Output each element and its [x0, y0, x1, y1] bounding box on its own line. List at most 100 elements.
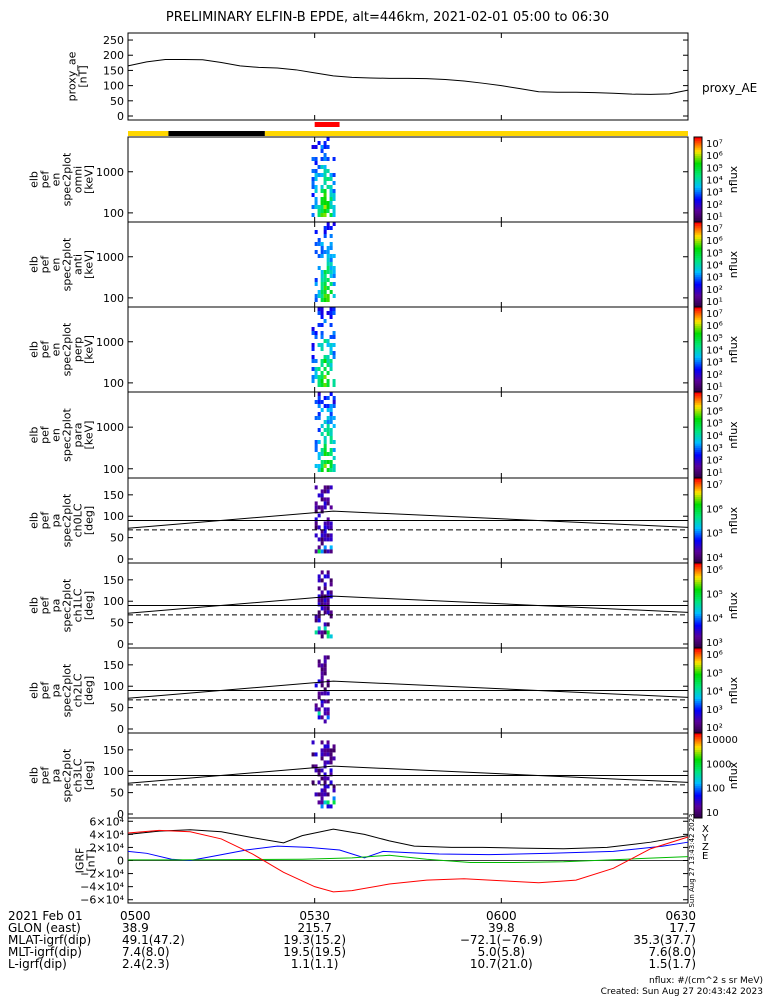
colorbar-segment [694, 724, 702, 728]
xaxis-row-value: 2.4(2.3) [122, 957, 170, 971]
spectrogram-pixel [326, 250, 330, 254]
spectrogram-pixel [329, 549, 333, 554]
spectrogram-pixel [320, 497, 324, 502]
colorbar-segment [694, 599, 702, 602]
spectrogram-pixel [320, 311, 324, 315]
spectrogram-pixel [320, 298, 324, 302]
colorbar-tick: 10⁵ [706, 668, 723, 679]
spectrogram-pixel [326, 634, 330, 639]
spectrogram-pixel [317, 468, 321, 472]
colorbar-segment [694, 773, 702, 776]
colorbar-tick: 1000 [706, 759, 731, 770]
spectrogram-pixel [329, 634, 333, 639]
colorbar-segment [694, 173, 702, 176]
colorbar-segment [694, 217, 702, 221]
spectrogram-pixel [317, 610, 321, 615]
ytick-label: 100 [103, 292, 124, 305]
spectrogram-pixel [314, 505, 318, 510]
spectrogram-panel-frame [127, 136, 689, 223]
colorbar-segment [694, 309, 702, 312]
spectrogram-pixel [311, 347, 315, 351]
colorbar-segment [694, 413, 702, 417]
page-title: PRELIMINARY ELFIN-B EPDE, alt=446km, 202… [165, 10, 610, 25]
spectrogram-pixel [317, 768, 321, 773]
colorbar-segment [694, 616, 702, 619]
spectrogram-pixel [320, 505, 324, 510]
ytick-label: −4×10⁴ [80, 881, 124, 894]
spectrogram-pixel [317, 323, 321, 327]
spectrogram-pixels [314, 655, 330, 724]
ylabel-line: [deg] [83, 761, 96, 790]
spectrogram-pixel [326, 222, 330, 226]
colorbar-segment [694, 362, 702, 365]
colorbar-segment [694, 501, 702, 504]
spectrogram-pixel [314, 278, 318, 282]
spectrogram-pixel [320, 242, 324, 246]
colorbar-segment [694, 603, 702, 606]
colorbar-segment [694, 473, 702, 477]
colorbar-segment [694, 198, 702, 202]
colorbar-segment [694, 605, 702, 609]
spectrogram-pixel [326, 145, 330, 149]
spectrogram-pixel [326, 610, 330, 615]
colorbar-segment [694, 771, 702, 774]
spectrogram-pixel [323, 141, 327, 145]
spectrogram-pixel [323, 582, 327, 587]
ylabel-line: pa [50, 514, 63, 528]
spectrogram-pixel [326, 254, 330, 258]
colorbar-segment [694, 151, 702, 155]
spectrogram-pixel [329, 756, 333, 761]
ytick-label: 0 [117, 723, 124, 736]
spectrogram-pixel [329, 201, 333, 205]
colorbar-tick: 10¹ [706, 468, 723, 479]
spectrogram-pixel [317, 428, 321, 432]
colorbar-segment [694, 202, 702, 206]
colorbar-segment [694, 296, 702, 299]
spectrogram-pixel [329, 254, 333, 258]
spectrogram-pixel [323, 197, 327, 201]
spectrogram-pixel [320, 804, 324, 809]
colorbar-segment [694, 154, 702, 157]
xaxis-row-value: 38.9 [122, 921, 149, 935]
colorbar-segment [694, 469, 702, 473]
spectrogram-pixel [326, 525, 330, 530]
ytick-label: −2×10⁴ [80, 868, 124, 881]
orbit-bar-segment [168, 131, 265, 136]
spectrogram-pixel [323, 748, 327, 753]
spectrogram-pixel [326, 622, 330, 627]
spectrogram-pixel [326, 707, 330, 712]
colorbar-tick: 10000 [706, 735, 738, 746]
spectrogram-pixel [332, 440, 336, 444]
ytick-label: 150 [103, 659, 124, 672]
spectrogram-pixel [323, 606, 327, 611]
spectrogram-pixel [320, 432, 324, 436]
spectrogram-pixel [320, 679, 324, 684]
colorbar-segment [694, 372, 702, 376]
colorbar-segment [694, 535, 702, 538]
colorbar-segment [694, 332, 702, 336]
spectrogram-pixel [314, 501, 318, 506]
spectrogram-pixel [329, 416, 333, 420]
spectrogram-pixel [314, 375, 318, 379]
colorbar-segment [694, 480, 702, 483]
xaxis-row-value: 19.3(15.2) [283, 933, 346, 947]
colorbar-segment [694, 209, 702, 212]
colorbar-segment [694, 398, 702, 402]
spectrogram-pixel [323, 574, 327, 579]
ylabel-line: spec2plot [61, 663, 74, 717]
colorbar-segment [694, 764, 702, 768]
spectrogram-pixel [320, 493, 324, 498]
ae-legend: proxy_AE [702, 81, 757, 95]
spectrogram-colorbar: 10⁶ 10⁵ 10⁴ 10³ nflux [693, 562, 740, 649]
spectrogram-yticks: 1000 100 [96, 166, 688, 220]
spectrogram-pixel [323, 189, 327, 193]
colorbar-tick: 10⁴ [706, 431, 723, 442]
colorbar-tick: 10⁶ [706, 650, 723, 661]
spectrogram-pixel [320, 400, 324, 404]
xaxis-row-value: 35.3(37.7) [633, 933, 696, 947]
spectrogram-pixel [317, 630, 321, 635]
xaxis-row-value: 10.7(21.0) [470, 957, 533, 971]
colorbar-tick: 10 [706, 808, 719, 819]
